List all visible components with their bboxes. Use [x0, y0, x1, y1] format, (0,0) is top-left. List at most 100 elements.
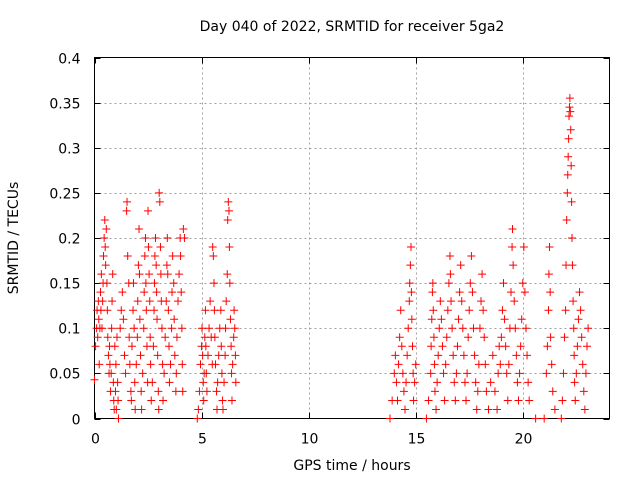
data-point — [490, 387, 499, 396]
data-point — [511, 324, 520, 333]
data-point — [451, 396, 460, 405]
data-point — [563, 170, 572, 179]
data-point — [394, 360, 403, 369]
data-point — [95, 360, 104, 369]
data-point — [470, 351, 479, 360]
data-point — [162, 261, 171, 270]
data-point — [199, 378, 208, 387]
data-point — [179, 224, 188, 233]
data-point — [565, 103, 574, 112]
y-tick-label: 0.1 — [58, 322, 80, 338]
data-point — [122, 206, 131, 215]
data-point — [563, 188, 572, 197]
data-point — [196, 360, 205, 369]
data-point — [500, 315, 509, 324]
data-point — [471, 378, 480, 387]
data-point — [139, 324, 148, 333]
data-point — [227, 369, 236, 378]
data-point — [493, 405, 502, 414]
data-point — [580, 405, 589, 414]
data-point — [171, 387, 180, 396]
data-point — [103, 333, 112, 342]
data-point — [202, 369, 211, 378]
data-point — [133, 297, 142, 306]
data-point — [130, 378, 139, 387]
data-point — [545, 243, 554, 252]
data-point — [564, 152, 573, 161]
data-point — [208, 243, 217, 252]
data-point — [499, 279, 508, 288]
data-point — [562, 215, 571, 224]
data-point — [445, 252, 454, 261]
data-point — [100, 215, 109, 224]
data-point — [410, 378, 419, 387]
data-point — [178, 387, 187, 396]
data-point — [479, 306, 488, 315]
data-point — [158, 360, 167, 369]
data-point — [544, 270, 553, 279]
data-point — [428, 288, 437, 297]
data-point — [434, 351, 443, 360]
data-point — [212, 387, 221, 396]
data-point — [159, 396, 168, 405]
data-point — [134, 261, 143, 270]
data-point — [450, 378, 459, 387]
data-point — [118, 288, 127, 297]
data-point — [400, 405, 409, 414]
data-point — [195, 387, 204, 396]
data-point — [174, 297, 183, 306]
y-axis-label: SRMTID / TECUs — [6, 182, 22, 295]
data-point — [123, 252, 132, 261]
data-point — [91, 342, 100, 351]
data-point — [108, 297, 117, 306]
data-point — [156, 243, 165, 252]
data-point — [180, 234, 189, 242]
data-point — [444, 279, 453, 288]
data-point — [148, 378, 157, 387]
data-point — [464, 333, 473, 342]
data-point — [127, 342, 136, 351]
data-point — [523, 351, 532, 360]
data-point — [147, 396, 156, 405]
data-point — [146, 360, 155, 369]
data-point — [494, 369, 503, 378]
data-point — [395, 333, 404, 342]
data-point — [107, 324, 116, 333]
data-point — [145, 297, 154, 306]
data-point — [209, 252, 218, 261]
data-point — [140, 288, 149, 297]
x-tick-label: 0 — [91, 432, 100, 448]
data-point — [569, 297, 578, 306]
data-point — [567, 161, 576, 170]
data-point — [569, 324, 578, 333]
data-point — [406, 261, 415, 270]
data-point — [497, 333, 506, 342]
data-point — [194, 405, 203, 414]
data-point — [397, 342, 406, 351]
data-point — [557, 414, 566, 423]
data-point — [172, 333, 181, 342]
data-point — [125, 333, 134, 342]
data-point — [221, 324, 230, 333]
data-point — [168, 288, 177, 297]
data-point — [426, 369, 435, 378]
data-point — [144, 206, 153, 215]
data-point — [398, 369, 407, 378]
data-point — [568, 234, 577, 242]
data-point — [409, 369, 418, 378]
data-point — [570, 378, 579, 387]
data-point — [202, 387, 211, 396]
data-point — [201, 342, 210, 351]
data-point — [468, 288, 477, 297]
data-point — [568, 261, 577, 270]
data-point — [458, 324, 467, 333]
data-point — [114, 396, 123, 405]
data-point — [502, 369, 511, 378]
data-point — [442, 333, 451, 342]
data-point — [565, 112, 574, 121]
data-point — [399, 387, 408, 396]
data-point — [130, 324, 139, 333]
data-points — [90, 94, 593, 423]
y-tick-label: 0.35 — [49, 97, 80, 113]
